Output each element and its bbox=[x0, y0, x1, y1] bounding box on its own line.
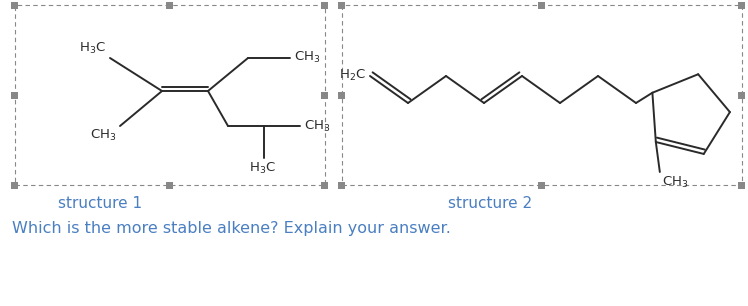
Polygon shape bbox=[738, 91, 746, 99]
Polygon shape bbox=[11, 2, 19, 9]
Polygon shape bbox=[738, 181, 746, 188]
Polygon shape bbox=[11, 181, 19, 188]
Polygon shape bbox=[339, 181, 346, 188]
Polygon shape bbox=[322, 2, 328, 9]
Polygon shape bbox=[539, 2, 545, 9]
Polygon shape bbox=[167, 2, 174, 9]
Text: CH$_3$: CH$_3$ bbox=[304, 118, 331, 133]
Text: H$_3$C: H$_3$C bbox=[79, 41, 106, 56]
Polygon shape bbox=[539, 181, 545, 188]
Text: CH$_3$: CH$_3$ bbox=[90, 128, 116, 143]
Text: CH$_3$: CH$_3$ bbox=[662, 175, 688, 190]
Text: H$_2$C: H$_2$C bbox=[339, 67, 366, 83]
Text: CH$_3$: CH$_3$ bbox=[294, 50, 320, 65]
Polygon shape bbox=[339, 91, 346, 99]
Polygon shape bbox=[339, 2, 346, 9]
Polygon shape bbox=[11, 91, 19, 99]
Polygon shape bbox=[167, 181, 174, 188]
Polygon shape bbox=[738, 2, 746, 9]
Polygon shape bbox=[322, 91, 328, 99]
Polygon shape bbox=[322, 181, 328, 188]
Text: structure 2: structure 2 bbox=[448, 196, 532, 211]
Text: Which is the more stable alkene? Explain your answer.: Which is the more stable alkene? Explain… bbox=[12, 221, 451, 236]
Text: H$_3$C: H$_3$C bbox=[248, 161, 275, 176]
Text: structure 1: structure 1 bbox=[58, 196, 142, 211]
